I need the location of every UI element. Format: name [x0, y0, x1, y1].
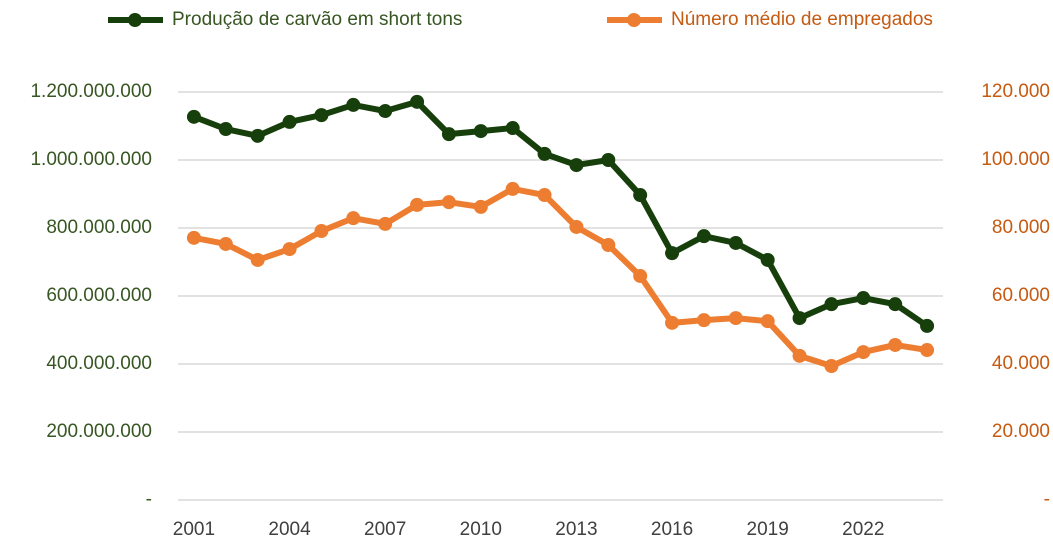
data-point: [378, 216, 393, 231]
data-point: [665, 315, 680, 330]
legend-marker: [627, 13, 641, 27]
x-tick-label: 2013: [555, 519, 597, 540]
data-point: [824, 359, 839, 374]
legend-label: Produção de carvão em short tons: [172, 9, 462, 30]
data-point: [186, 230, 201, 245]
y-tick-label: 400.000.000: [46, 353, 152, 374]
data-point: [888, 337, 903, 352]
data-point: [346, 97, 361, 112]
y-tick-label: 1.200.000.000: [30, 81, 152, 102]
data-point: [473, 199, 488, 214]
x-tick-label: 2001: [173, 519, 215, 540]
data-point: [601, 238, 616, 252]
data-point: [410, 94, 425, 109]
data-point: [728, 235, 743, 250]
x-tick-label: 2007: [364, 519, 406, 540]
y-tick-label: 1.000.000.000: [30, 149, 152, 170]
data-point: [696, 229, 711, 244]
data-point: [441, 195, 456, 210]
y2-tick-label: 40.000: [992, 353, 1050, 374]
data-point: [282, 242, 297, 257]
data-point: [792, 348, 807, 363]
x-tick-label: 2004: [268, 519, 311, 540]
y2-tick-label: 60.000: [992, 285, 1050, 306]
x-tick-label: 2010: [460, 519, 502, 540]
y2-tick-label: 20.000: [992, 421, 1050, 442]
data-point: [218, 122, 233, 137]
data-point: [505, 181, 520, 196]
data-point: [473, 124, 488, 139]
y2-tick-label: 100.000: [981, 149, 1050, 170]
data-point: [920, 343, 935, 358]
data-point: [633, 268, 648, 283]
data-point: [792, 311, 807, 326]
data-point: [314, 224, 329, 239]
data-point: [665, 246, 680, 261]
data-point: [760, 252, 775, 267]
x-tick-label: 2016: [651, 519, 693, 540]
legend-label: Número médio de empregados: [671, 9, 933, 30]
data-point: [314, 108, 329, 123]
x-tick-label: 2019: [747, 519, 789, 540]
data-point: [250, 252, 265, 267]
y2-tick-label: 120.000: [981, 81, 1050, 102]
data-point: [186, 109, 201, 124]
data-point: [569, 158, 584, 173]
series-line: [193, 185, 928, 370]
data-point: [250, 128, 265, 143]
y2-tick-label: 80.000: [992, 217, 1050, 238]
legend-marker: [128, 13, 142, 27]
data-point: [824, 297, 839, 312]
y-tick-label: 200.000.000: [46, 421, 152, 442]
data-point: [696, 313, 711, 328]
data-point: [218, 236, 233, 251]
y2-tick-label: -: [1044, 489, 1050, 510]
data-point: [888, 297, 903, 312]
data-point: [760, 314, 775, 329]
data-point: [410, 197, 425, 212]
y-tick-label: -: [146, 489, 152, 510]
data-point: [920, 318, 935, 333]
data-point: [441, 127, 456, 142]
data-point: [537, 188, 552, 203]
y-tick-label: 600.000.000: [46, 285, 152, 306]
y-tick-label: 800.000.000: [46, 217, 152, 238]
data-point: [633, 188, 648, 203]
data-point: [505, 121, 520, 136]
data-point: [569, 219, 584, 234]
data-point: [537, 146, 552, 161]
data-point: [856, 291, 871, 306]
x-tick-label: 2022: [842, 519, 884, 540]
data-point: [282, 114, 297, 129]
data-point: [378, 104, 393, 119]
data-point: [346, 211, 361, 226]
data-point: [856, 345, 871, 360]
data-point: [728, 311, 743, 326]
data-point: [601, 153, 616, 167]
